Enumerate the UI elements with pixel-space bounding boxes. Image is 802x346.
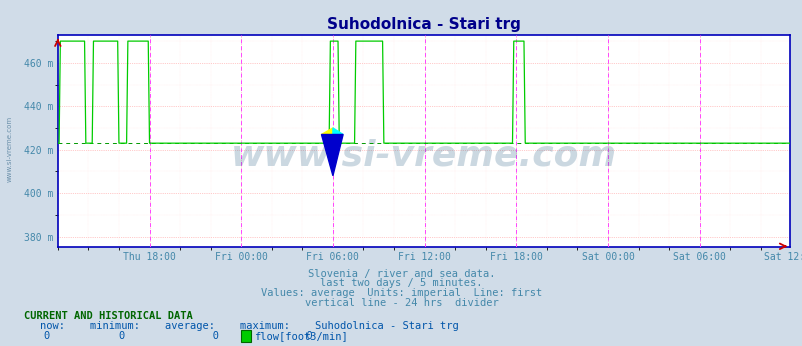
Polygon shape — [321, 135, 342, 176]
Text: flow[foot3/min]: flow[foot3/min] — [253, 331, 347, 342]
Text: www.si-vreme.com: www.si-vreme.com — [6, 116, 13, 182]
Text: last two days / 5 minutes.: last two days / 5 minutes. — [320, 279, 482, 289]
Text: 0           0              0              0: 0 0 0 0 — [44, 331, 313, 341]
Polygon shape — [321, 128, 333, 135]
Text: Values: average  Units: imperial  Line: first: Values: average Units: imperial Line: fi… — [261, 288, 541, 298]
Text: vertical line - 24 hrs  divider: vertical line - 24 hrs divider — [304, 298, 498, 308]
Text: CURRENT AND HISTORICAL DATA: CURRENT AND HISTORICAL DATA — [24, 311, 192, 321]
Title: Suhodolnica - Stari trg: Suhodolnica - Stari trg — [326, 17, 520, 32]
Text: now:    minimum:    average:    maximum:    Suhodolnica - Stari trg: now: minimum: average: maximum: Suhodoln… — [40, 321, 458, 331]
Text: Slovenia / river and sea data.: Slovenia / river and sea data. — [307, 269, 495, 279]
Text: www.si-vreme.com: www.si-vreme.com — [231, 139, 616, 173]
Polygon shape — [333, 128, 342, 135]
